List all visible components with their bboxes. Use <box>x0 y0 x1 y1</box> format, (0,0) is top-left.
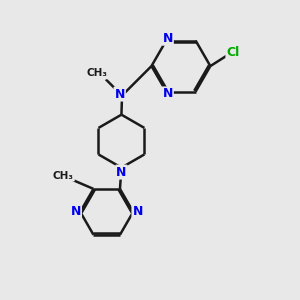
Text: N: N <box>132 205 143 218</box>
Text: N: N <box>70 205 81 218</box>
Text: CH₃: CH₃ <box>86 68 107 78</box>
Text: Cl: Cl <box>226 46 240 59</box>
Text: N: N <box>116 166 127 178</box>
Text: N: N <box>163 32 173 45</box>
Text: CH₃: CH₃ <box>53 171 74 181</box>
Text: N: N <box>115 88 125 100</box>
Text: N: N <box>163 87 173 101</box>
